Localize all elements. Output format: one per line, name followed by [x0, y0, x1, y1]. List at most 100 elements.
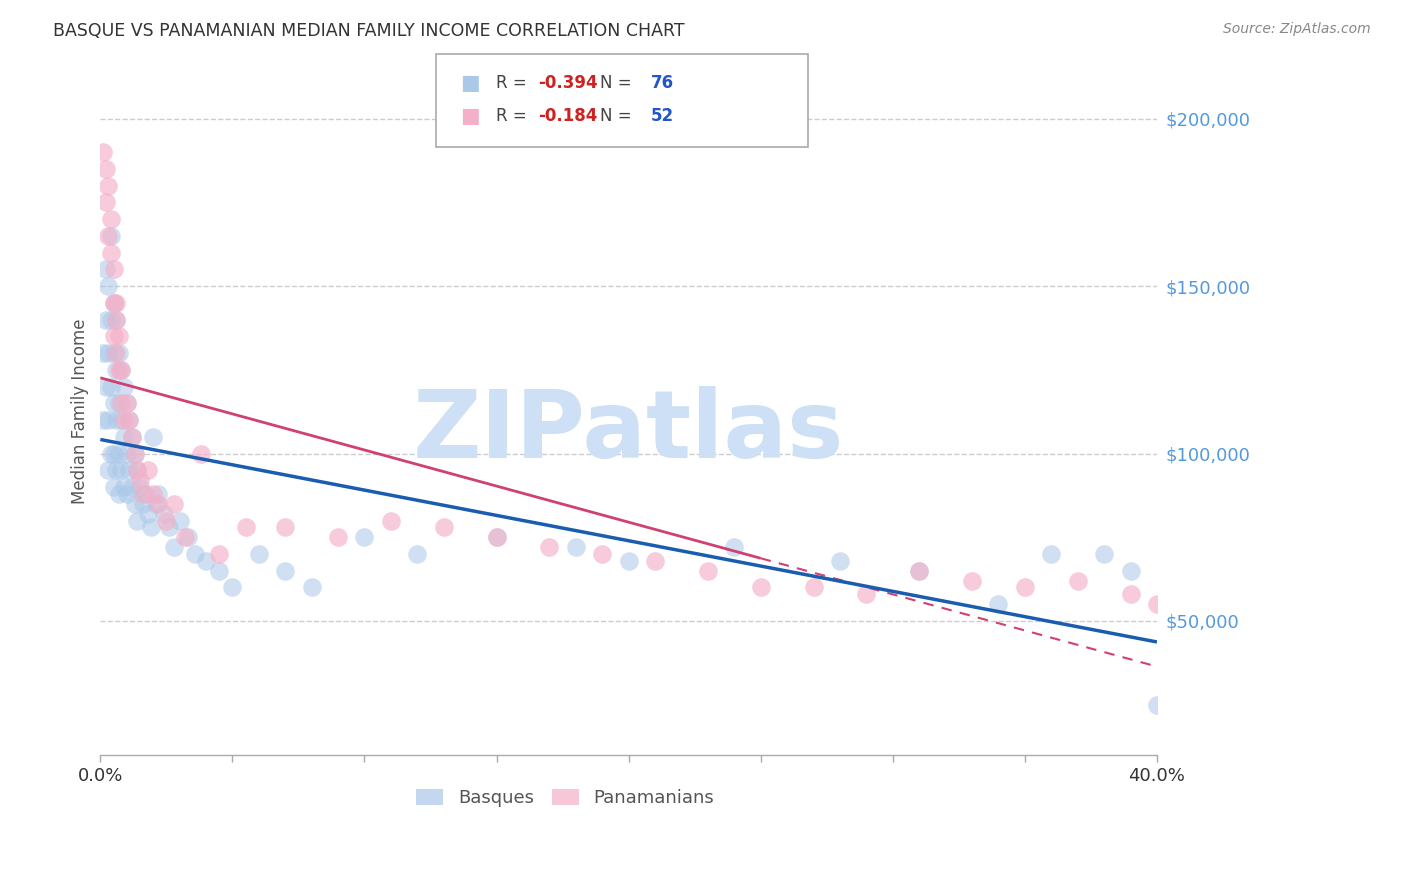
Point — [105, 346, 128, 360]
Point — [326, 530, 349, 544]
Point — [105, 463, 128, 477]
Text: ZIPatlas: ZIPatlas — [413, 386, 845, 478]
Point — [828, 554, 851, 568]
Point — [908, 564, 931, 578]
Point — [105, 312, 128, 326]
Point — [1119, 587, 1142, 601]
Point — [124, 446, 146, 460]
Point — [1092, 547, 1115, 561]
Point — [433, 520, 456, 534]
Point — [110, 363, 132, 377]
Point — [100, 446, 122, 460]
Point — [103, 262, 125, 277]
Point — [97, 413, 120, 427]
Point — [157, 520, 180, 534]
Point — [591, 547, 613, 561]
Point — [960, 574, 983, 588]
Point — [97, 178, 120, 193]
Point — [148, 487, 170, 501]
Point — [155, 514, 177, 528]
Point — [100, 379, 122, 393]
Point — [108, 396, 131, 410]
Point — [103, 396, 125, 410]
Point — [127, 463, 149, 477]
Point — [274, 564, 297, 578]
Point — [118, 463, 141, 477]
Point — [129, 474, 152, 488]
Text: R =: R = — [496, 107, 533, 125]
Point — [142, 487, 165, 501]
Text: N =: N = — [600, 74, 637, 92]
Point — [115, 487, 138, 501]
Point — [176, 530, 198, 544]
Point — [108, 329, 131, 343]
Point — [108, 363, 131, 377]
Point — [103, 329, 125, 343]
Point — [803, 581, 825, 595]
Point — [173, 530, 195, 544]
Point — [115, 396, 138, 410]
Point — [118, 413, 141, 427]
Text: -0.184: -0.184 — [538, 107, 598, 125]
Point — [91, 346, 114, 360]
Point — [723, 541, 745, 555]
Point — [987, 597, 1010, 611]
Point — [148, 497, 170, 511]
Text: Source: ZipAtlas.com: Source: ZipAtlas.com — [1223, 22, 1371, 37]
Point — [97, 463, 120, 477]
Point — [112, 430, 135, 444]
Point — [485, 530, 508, 544]
Point — [131, 487, 153, 501]
Point — [97, 279, 120, 293]
Point — [94, 195, 117, 210]
Point — [108, 446, 131, 460]
Point — [108, 487, 131, 501]
Point — [105, 413, 128, 427]
Y-axis label: Median Family Income: Median Family Income — [72, 319, 89, 505]
Point — [134, 487, 156, 501]
Point — [94, 262, 117, 277]
Point — [121, 480, 143, 494]
Point — [100, 312, 122, 326]
Point — [112, 480, 135, 494]
Point — [118, 413, 141, 427]
Point — [103, 480, 125, 494]
Point — [301, 581, 323, 595]
Point — [121, 430, 143, 444]
Text: ■: ■ — [460, 106, 479, 126]
Point — [91, 413, 114, 427]
Point — [97, 346, 120, 360]
Point — [91, 145, 114, 160]
Point — [221, 581, 243, 595]
Point — [115, 446, 138, 460]
Point — [112, 379, 135, 393]
Point — [110, 463, 132, 477]
Point — [136, 463, 159, 477]
Point — [103, 296, 125, 310]
Point — [617, 554, 640, 568]
Point — [195, 554, 218, 568]
Point — [696, 564, 718, 578]
Point — [538, 541, 561, 555]
Point — [749, 581, 772, 595]
Point — [163, 497, 186, 511]
Point — [190, 446, 212, 460]
Point — [145, 497, 167, 511]
Point — [353, 530, 375, 544]
Point — [115, 396, 138, 410]
Point — [110, 363, 132, 377]
Text: -0.394: -0.394 — [538, 74, 598, 92]
Point — [94, 379, 117, 393]
Point — [235, 520, 257, 534]
Point — [855, 587, 877, 601]
Point — [97, 228, 120, 243]
Point — [103, 296, 125, 310]
Point — [100, 228, 122, 243]
Point — [105, 312, 128, 326]
Point — [274, 520, 297, 534]
Point — [565, 541, 588, 555]
Point — [1040, 547, 1063, 561]
Point — [94, 312, 117, 326]
Point — [131, 497, 153, 511]
Point — [152, 507, 174, 521]
